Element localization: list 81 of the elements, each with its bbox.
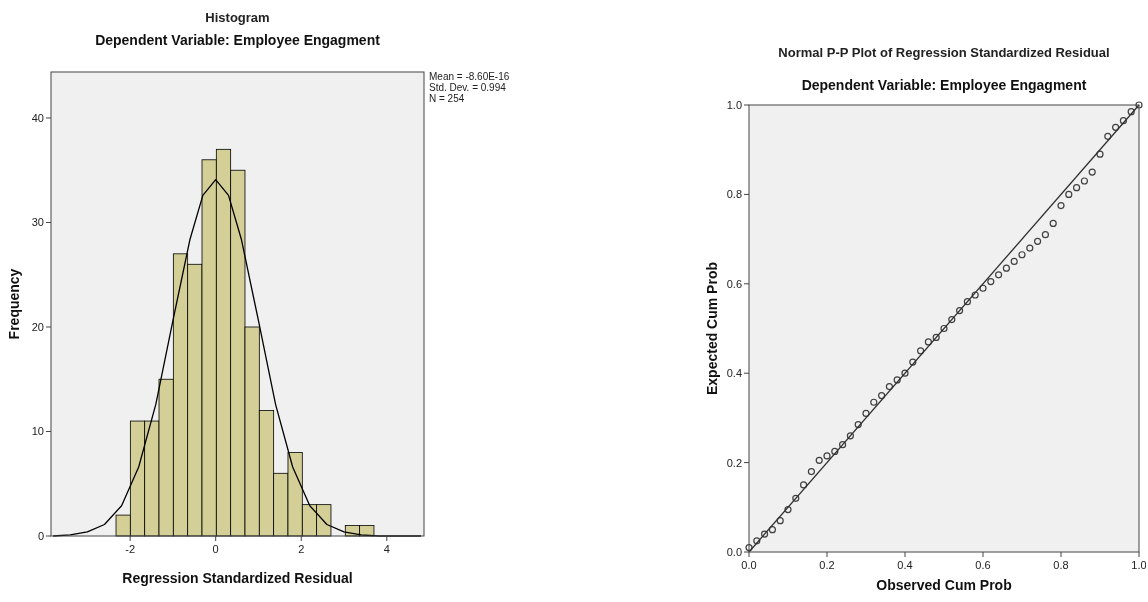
point bbox=[1127, 108, 1135, 116]
point bbox=[963, 298, 971, 306]
point bbox=[1096, 150, 1104, 158]
point bbox=[1119, 117, 1127, 125]
y-tick-label: 0.8 bbox=[726, 188, 742, 201]
point bbox=[862, 409, 870, 418]
point bbox=[784, 505, 792, 514]
x-tick-label: 0.6 bbox=[975, 559, 991, 571]
point bbox=[753, 537, 761, 545]
point bbox=[956, 307, 964, 315]
point bbox=[1026, 244, 1034, 252]
point bbox=[1049, 219, 1057, 228]
x-tick-label: 0 bbox=[212, 543, 219, 555]
point bbox=[807, 467, 815, 476]
point bbox=[1010, 257, 1018, 266]
point bbox=[870, 398, 878, 406]
point bbox=[1065, 190, 1073, 198]
point bbox=[948, 315, 956, 324]
point bbox=[885, 383, 893, 391]
y-axis-title: Frequency bbox=[6, 268, 22, 340]
point bbox=[846, 432, 854, 440]
point bbox=[815, 456, 823, 464]
point bbox=[940, 324, 948, 333]
x-tick-label: 0.8 bbox=[1053, 559, 1069, 571]
point bbox=[800, 481, 808, 489]
point bbox=[854, 421, 862, 429]
point bbox=[761, 530, 769, 538]
point bbox=[823, 452, 831, 460]
point bbox=[932, 333, 940, 342]
point bbox=[1041, 231, 1049, 239]
point bbox=[1135, 101, 1143, 109]
x-tick-label: 0.4 bbox=[897, 559, 913, 571]
y-tick-label: 0.2 bbox=[726, 456, 742, 469]
y-tick-label: 10 bbox=[31, 425, 44, 438]
x-tick-label: 1.0 bbox=[1131, 559, 1147, 571]
point bbox=[1034, 237, 1042, 245]
y-tick-label: 40 bbox=[31, 111, 44, 124]
point bbox=[878, 391, 886, 400]
chart-subtitle: Dependent Variable: Employee Engagment bbox=[95, 32, 381, 48]
y-tick-label: 30 bbox=[31, 216, 44, 229]
point bbox=[1057, 201, 1065, 210]
x-tick-label: 0.0 bbox=[741, 559, 757, 571]
point bbox=[987, 277, 995, 286]
point bbox=[971, 291, 979, 299]
point bbox=[995, 271, 1003, 279]
point bbox=[776, 517, 784, 525]
point bbox=[917, 347, 925, 355]
text: Mean = -8.60E-16 bbox=[429, 71, 510, 82]
point bbox=[901, 369, 909, 377]
point bbox=[1018, 251, 1026, 259]
x-axis-title: Observed Cum Prob bbox=[876, 577, 1012, 593]
x-axis-title: Regression Standardized Residual bbox=[122, 570, 353, 586]
y-tick-label: 0 bbox=[37, 530, 44, 542]
point bbox=[768, 526, 776, 534]
point bbox=[1080, 177, 1088, 185]
chart-subtitle: Dependent Variable: Employee Engagment bbox=[801, 77, 1087, 93]
y-tick-label: 20 bbox=[31, 320, 44, 333]
y-tick-label: 0.6 bbox=[726, 277, 742, 290]
y-tick-label: 0.4 bbox=[726, 367, 742, 380]
point bbox=[1073, 184, 1081, 192]
x-tick-label: 2 bbox=[298, 543, 305, 555]
y-tick-label: 1.0 bbox=[726, 99, 742, 111]
text: Std. Dev. = 0.994 bbox=[429, 82, 507, 93]
point bbox=[909, 358, 917, 366]
x-tick-label: 0.2 bbox=[819, 559, 835, 571]
x-tick-label: 4 bbox=[383, 543, 390, 555]
point bbox=[1002, 264, 1010, 272]
chart-title: Histogram bbox=[205, 10, 270, 25]
point bbox=[1088, 168, 1096, 176]
point bbox=[1104, 132, 1112, 140]
point bbox=[924, 338, 932, 346]
point bbox=[792, 494, 800, 502]
x-tick-label: -2 bbox=[125, 543, 136, 555]
point bbox=[979, 284, 987, 292]
point bbox=[831, 447, 839, 456]
text: N = 254 bbox=[429, 93, 465, 104]
chart-title: Normal P-P Plot of Regression Standardized Residual bbox=[778, 45, 1110, 60]
point bbox=[839, 441, 847, 449]
point bbox=[893, 376, 901, 384]
point bbox=[1112, 123, 1120, 131]
y-axis-title: Expected Cum Prob bbox=[704, 261, 720, 396]
